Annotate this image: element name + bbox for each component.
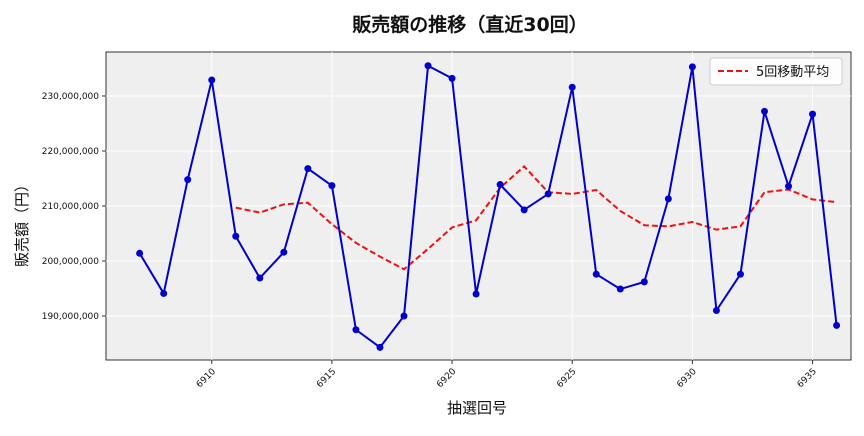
sales-point — [688, 63, 696, 71]
sales-point — [712, 307, 720, 314]
sales-point — [616, 285, 624, 293]
y-tick-label: 220,000,000 — [42, 147, 100, 157]
sales-point — [256, 274, 264, 282]
sales-point — [280, 248, 288, 256]
sales-point — [760, 107, 768, 115]
sales-point — [400, 312, 408, 320]
series — [136, 62, 841, 351]
legend-label-moving-average: 5回移動平均 — [756, 65, 829, 80]
sales-point — [568, 83, 576, 91]
moving-average-line — [235, 165, 837, 271]
sales-point — [640, 278, 648, 286]
sales-point — [304, 165, 312, 173]
sales-point — [136, 249, 144, 257]
chart-title: 販売額の推移（直近30回） — [352, 13, 587, 36]
sales-point — [328, 182, 336, 190]
sales-point — [184, 176, 192, 184]
sales-point — [520, 206, 528, 214]
sales-point — [208, 76, 216, 84]
sales-point — [376, 343, 384, 351]
legend: 5回移動平均 — [709, 57, 843, 86]
legend-box — [709, 57, 843, 86]
x-axis-label: 抽選回号 — [447, 399, 507, 417]
sales-point — [160, 289, 168, 297]
sales-point — [664, 195, 672, 203]
sales-line — [138, 64, 838, 349]
sales-point — [785, 182, 793, 190]
y-tick-label: 190,000,000 — [42, 312, 100, 322]
grid — [106, 52, 851, 360]
sales-point — [592, 270, 600, 278]
sales-point — [544, 190, 552, 198]
sales-point — [736, 270, 744, 278]
y-tick-label: 230,000,000 — [42, 92, 100, 102]
sales-point — [472, 290, 480, 298]
sales-point — [352, 326, 360, 334]
sales-point — [833, 321, 841, 329]
y-axis-label: 販売額（円） — [13, 177, 31, 267]
sales-point — [424, 62, 432, 70]
sales-point — [232, 232, 240, 240]
sales-point — [809, 110, 817, 118]
y-tick-label: 200,000,000 — [42, 257, 100, 267]
y-tick-label: 210,000,000 — [42, 202, 100, 212]
sales-point — [496, 181, 504, 189]
sales-point — [448, 74, 456, 82]
